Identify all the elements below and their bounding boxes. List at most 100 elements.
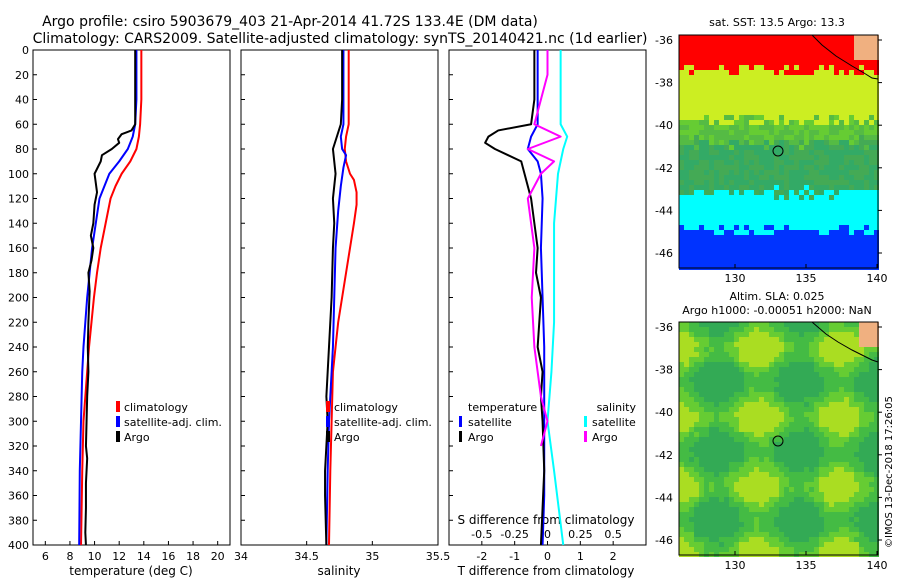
sst-cell xyxy=(869,220,874,225)
sst-cell xyxy=(749,235,754,240)
sla-cell xyxy=(754,417,759,422)
sst-cell xyxy=(679,230,684,235)
sla-cell xyxy=(834,482,839,487)
sla-cell xyxy=(734,512,739,517)
sst-cell xyxy=(739,75,744,80)
sst-cell xyxy=(789,70,794,75)
sst-cell xyxy=(714,50,719,55)
sst-cell xyxy=(729,225,734,230)
sst-cell xyxy=(844,140,849,145)
sla-cell xyxy=(749,447,754,452)
sst-cell xyxy=(844,45,849,50)
sla-cell xyxy=(709,442,714,447)
sst-cell xyxy=(789,190,794,195)
sla-cell xyxy=(684,412,689,417)
sst-cell xyxy=(784,60,789,65)
sst-cell xyxy=(734,145,739,150)
sla-cell xyxy=(749,452,754,457)
sla-cell xyxy=(844,412,849,417)
sst-cell xyxy=(774,190,779,195)
sla-cell xyxy=(854,322,859,327)
sla-cell xyxy=(684,472,689,477)
sla-cell xyxy=(874,537,879,542)
sla-cell xyxy=(769,402,774,407)
sla-cell xyxy=(774,527,779,532)
sst-cell xyxy=(819,245,824,250)
sla-cell xyxy=(844,382,849,387)
sst-cell xyxy=(784,155,789,160)
sst-cell xyxy=(679,245,684,250)
sst-cell xyxy=(699,200,704,205)
sst-cell xyxy=(744,45,749,50)
sla-cell xyxy=(839,352,844,357)
sst-cell xyxy=(764,235,769,240)
sst-cell xyxy=(784,195,789,200)
sla-cell xyxy=(804,417,809,422)
sla-cell xyxy=(724,542,729,547)
sla-cell xyxy=(719,387,724,392)
sla-cell xyxy=(794,437,799,442)
sst-cell xyxy=(779,80,784,85)
sla-cell xyxy=(744,412,749,417)
sla-cell xyxy=(824,357,829,362)
sla-cell xyxy=(694,482,699,487)
sla-cell xyxy=(834,392,839,397)
sla-cell xyxy=(689,477,694,482)
sla-cell xyxy=(814,427,819,432)
sla-cell xyxy=(864,332,869,337)
sst-cell xyxy=(719,125,724,130)
sst-cell xyxy=(864,245,869,250)
sla-cell xyxy=(804,387,809,392)
sla-cell xyxy=(714,397,719,402)
sst-cell xyxy=(864,260,869,265)
sst-cell xyxy=(859,230,864,235)
sst-cell xyxy=(714,125,719,130)
sst-cell xyxy=(824,140,829,145)
sla-cell xyxy=(759,427,764,432)
sla-cell xyxy=(754,382,759,387)
sla-cell xyxy=(789,507,794,512)
sst-cell xyxy=(744,110,749,115)
sst-cell xyxy=(749,180,754,185)
sst-cell xyxy=(819,225,824,230)
sla-cell xyxy=(869,537,874,542)
sst-cell xyxy=(749,60,754,65)
sla-cell xyxy=(824,472,829,477)
y-tick-label: 360 xyxy=(8,490,29,503)
sst-cell xyxy=(779,240,784,245)
sla-cell xyxy=(809,437,814,442)
sla-cell xyxy=(769,347,774,352)
sst-cell xyxy=(714,185,719,190)
sla-cell xyxy=(854,512,859,517)
sst-cell xyxy=(804,205,809,210)
sst-cell xyxy=(744,60,749,65)
sst-cell xyxy=(839,190,844,195)
sla-cell xyxy=(814,472,819,477)
sla-cell xyxy=(699,402,704,407)
sla-cell xyxy=(794,352,799,357)
sla-cell xyxy=(849,337,854,342)
sla-cell xyxy=(754,332,759,337)
sla-cell xyxy=(719,347,724,352)
sst-cell xyxy=(724,255,729,260)
sst-cell xyxy=(784,95,789,100)
sst-cell xyxy=(739,160,744,165)
sst-cell xyxy=(844,75,849,80)
map-y-tick-label: -40 xyxy=(655,406,673,419)
sla-cell xyxy=(764,517,769,522)
sst-cell xyxy=(689,235,694,240)
sla-cell xyxy=(794,512,799,517)
sst-cell xyxy=(694,235,699,240)
sst-cell xyxy=(874,45,879,50)
sla-cell xyxy=(754,352,759,357)
sst-cell xyxy=(759,70,764,75)
sst-cell xyxy=(859,85,864,90)
sla-cell xyxy=(834,427,839,432)
sst-cell xyxy=(814,120,819,125)
sla-cell xyxy=(749,432,754,437)
sst-cell xyxy=(794,240,799,245)
sst-cell xyxy=(704,190,709,195)
sla-cell xyxy=(799,472,804,477)
sla-cell xyxy=(699,457,704,462)
sla-cell xyxy=(809,517,814,522)
